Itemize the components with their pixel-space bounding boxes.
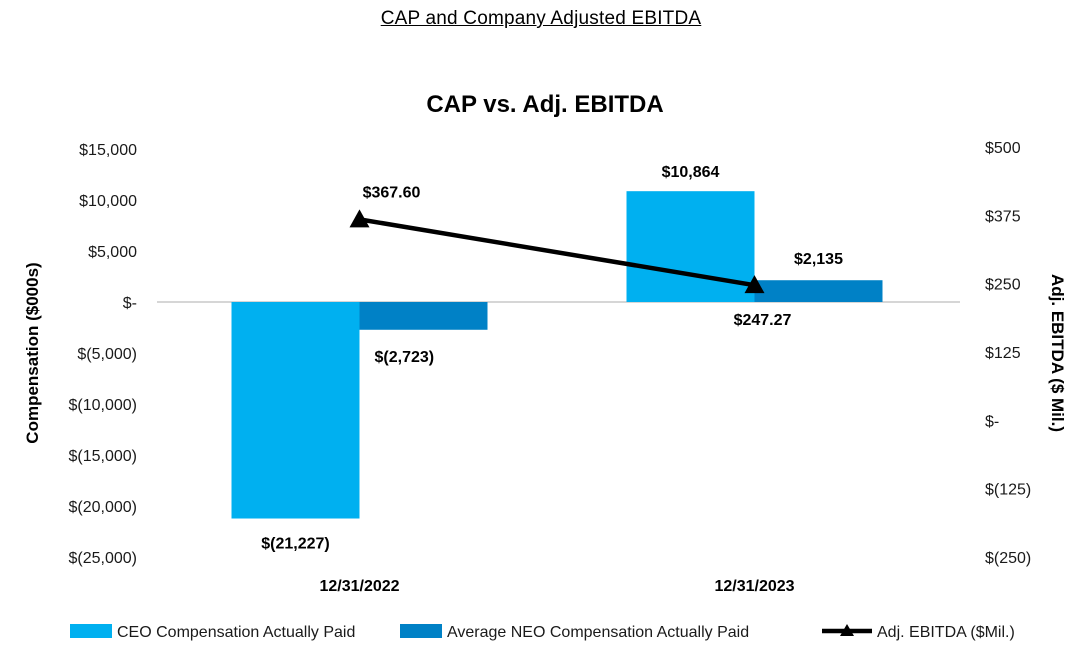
ebitda-data-label: $247.27 bbox=[734, 312, 792, 329]
ebitda-data-label: $367.60 bbox=[363, 184, 421, 201]
y-tick-label: $15,000 bbox=[79, 142, 137, 159]
ebitda-line-series bbox=[349, 209, 765, 294]
y2-axis-title: Adj. EBITDA ($ Mil.) bbox=[1048, 274, 1067, 432]
y2-tick-label: $500 bbox=[985, 140, 1021, 157]
ebitda-marker bbox=[349, 209, 370, 228]
category-labels: 12/31/2022 12/31/2023 bbox=[319, 578, 794, 595]
legend-label: CEO Compensation Actually Paid bbox=[117, 624, 355, 641]
category-label: 12/31/2022 bbox=[319, 578, 399, 595]
y2-tick-label: $(250) bbox=[985, 550, 1031, 567]
legend-label: Adj. EBITDA ($Mil.) bbox=[877, 624, 1015, 641]
bars bbox=[231, 191, 883, 519]
bar-data-label: $10,864 bbox=[662, 164, 720, 181]
category-label: 12/31/2023 bbox=[714, 578, 794, 595]
page-heading: CAP and Company Adjusted EBITDA bbox=[380, 8, 702, 29]
chart-title: CAP vs. Adj. EBITDA bbox=[426, 91, 663, 118]
bar-neo-1 bbox=[754, 280, 883, 302]
right-axis-ticks: $500 $375 $250 $125 $- $(125) $(250) bbox=[985, 140, 1031, 567]
y-tick-label: $(10,000) bbox=[69, 397, 138, 414]
bar-ceo-0 bbox=[231, 302, 360, 519]
y2-tick-label: $- bbox=[985, 413, 999, 430]
bar-ceo-1 bbox=[626, 191, 755, 302]
legend-swatch bbox=[400, 624, 442, 638]
y-axis-title: Compensation ($000s) bbox=[23, 262, 42, 443]
y-tick-label: $5,000 bbox=[88, 244, 137, 261]
y-tick-label: $- bbox=[123, 295, 137, 312]
bar-data-label: $(2,723) bbox=[375, 349, 435, 366]
bar-data-label: $2,135 bbox=[794, 251, 843, 268]
y-tick-label: $10,000 bbox=[79, 193, 137, 210]
bar-neo-0 bbox=[359, 302, 488, 330]
y2-tick-label: $125 bbox=[985, 345, 1021, 362]
y2-tick-label: $375 bbox=[985, 208, 1021, 225]
y2-tick-label: $250 bbox=[985, 277, 1021, 294]
left-axis-ticks: $15,000 $10,000 $5,000 $- $(5,000) $(10,000) $… bbox=[69, 142, 138, 567]
bar-data-label: $(21,227) bbox=[261, 536, 330, 553]
y-tick-label: $(25,000) bbox=[69, 550, 138, 567]
ebitda-line bbox=[359, 217, 755, 288]
legend-label: Average NEO Compensation Actually Paid bbox=[447, 624, 749, 641]
legend-swatch-marker bbox=[840, 624, 854, 636]
y-tick-label: $(5,000) bbox=[77, 346, 137, 363]
data-labels: $(21,227) $(2,723) $10,864 $2,135 $367.60 $24… bbox=[261, 164, 843, 552]
y-tick-label: $(20,000) bbox=[69, 499, 138, 516]
legend-swatch bbox=[70, 624, 112, 638]
legend: CEO Compensation Actually Paid Average NE… bbox=[70, 624, 1015, 641]
y-tick-label: $(15,000) bbox=[69, 448, 138, 465]
y2-tick-label: $(125) bbox=[985, 482, 1031, 499]
ebitda-marker bbox=[744, 275, 765, 294]
